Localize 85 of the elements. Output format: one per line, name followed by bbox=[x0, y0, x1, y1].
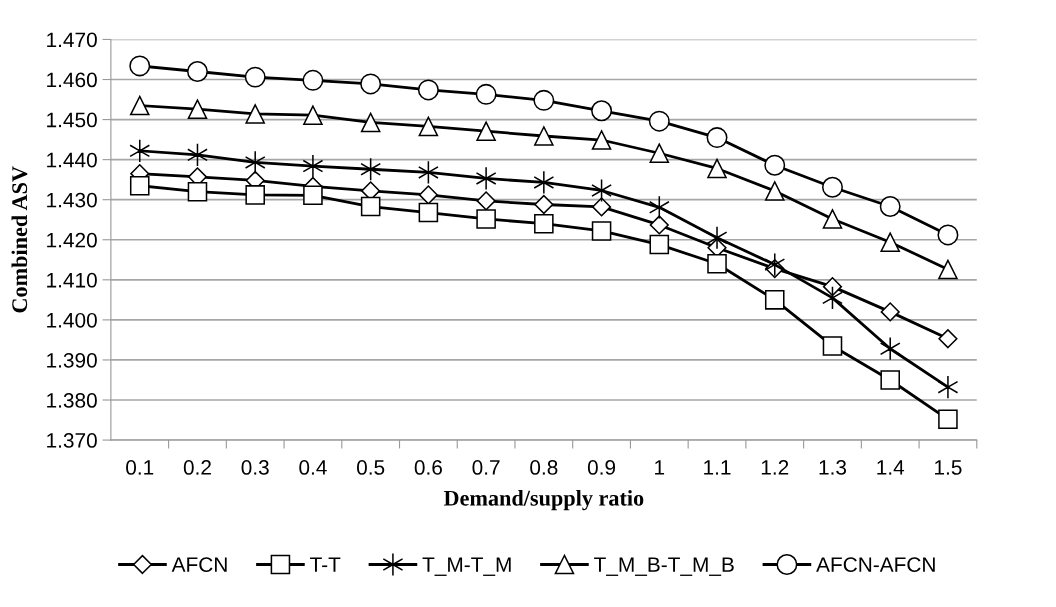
point bbox=[822, 336, 843, 356]
point bbox=[938, 409, 958, 430]
legend-label: AFCN-AFCN bbox=[816, 557, 935, 572]
point bbox=[302, 69, 324, 91]
point bbox=[764, 154, 786, 176]
point bbox=[187, 181, 208, 202]
point bbox=[937, 375, 959, 400]
point bbox=[764, 181, 785, 201]
legend-label: T_M_B-T_M_B bbox=[594, 557, 734, 576]
x-tick-label: 1.3 bbox=[819, 460, 847, 475]
point bbox=[129, 175, 150, 196]
y-tick-label: 1.370 bbox=[47, 433, 97, 448]
y-tick-label: 1.460 bbox=[47, 72, 97, 88]
point bbox=[764, 252, 786, 277]
x-tick-label: 0.2 bbox=[183, 460, 211, 475]
point bbox=[418, 116, 439, 137]
point bbox=[880, 370, 901, 390]
point bbox=[360, 112, 381, 133]
point bbox=[129, 95, 150, 116]
y-axis-title: Combined ASV bbox=[11, 166, 28, 313]
point bbox=[476, 209, 496, 229]
x-tick-label: 1.5 bbox=[935, 460, 962, 475]
point bbox=[591, 100, 613, 122]
point bbox=[534, 194, 554, 215]
point bbox=[418, 202, 439, 223]
point bbox=[475, 83, 497, 105]
point bbox=[360, 73, 382, 95]
point bbox=[245, 185, 265, 205]
point bbox=[475, 166, 497, 191]
x-tick-label: 1 bbox=[655, 460, 665, 475]
point bbox=[302, 154, 324, 178]
point bbox=[591, 197, 612, 217]
point bbox=[649, 143, 670, 164]
x-tick-label: 0.7 bbox=[472, 460, 500, 475]
y-tick-label: 1.440 bbox=[47, 152, 97, 168]
point bbox=[591, 221, 612, 241]
point bbox=[707, 254, 727, 274]
point bbox=[707, 158, 727, 179]
point bbox=[706, 127, 728, 149]
point bbox=[821, 176, 843, 198]
point bbox=[418, 185, 438, 205]
point bbox=[648, 110, 670, 132]
y-tick-label: 1.470 bbox=[47, 32, 97, 48]
legend-label: T_M-T_M bbox=[422, 557, 511, 576]
legend-label: AFCN bbox=[171, 557, 227, 572]
point bbox=[245, 104, 265, 124]
point bbox=[533, 89, 555, 111]
x-tick-label: 0.6 bbox=[414, 460, 442, 475]
x-tick-label: 0.3 bbox=[241, 460, 269, 475]
point bbox=[649, 234, 670, 255]
point bbox=[244, 66, 266, 88]
y-tick-label: 1.430 bbox=[47, 192, 97, 208]
point bbox=[303, 105, 323, 125]
y-tick-label: 1.390 bbox=[47, 352, 97, 368]
x-tick-label: 0.4 bbox=[299, 460, 327, 475]
x-axis-title: Demand/supply ratio bbox=[443, 490, 644, 511]
point bbox=[879, 336, 901, 361]
point bbox=[360, 196, 381, 217]
y-tick-label: 1.420 bbox=[47, 232, 97, 248]
point bbox=[303, 185, 323, 206]
point bbox=[186, 61, 208, 82]
point bbox=[129, 138, 151, 163]
point bbox=[879, 196, 901, 218]
point bbox=[533, 170, 555, 195]
point bbox=[764, 290, 785, 310]
point bbox=[129, 55, 151, 77]
y-tick-label: 1.380 bbox=[47, 393, 97, 408]
point bbox=[534, 213, 554, 234]
point bbox=[476, 191, 496, 211]
point bbox=[706, 225, 728, 250]
y-tick-label: 1.400 bbox=[47, 312, 97, 328]
x-tick-label: 0.5 bbox=[356, 460, 385, 475]
point bbox=[417, 79, 439, 101]
x-tick-label: 0.1 bbox=[126, 460, 154, 475]
x-tick-label: 1.4 bbox=[877, 460, 905, 475]
point bbox=[938, 259, 958, 280]
x-tick-label: 0.9 bbox=[587, 460, 616, 475]
y-tick-label: 1.410 bbox=[47, 272, 97, 288]
legend-label: T-T bbox=[310, 557, 341, 572]
point bbox=[937, 224, 959, 246]
x-tick-label: 1.1 bbox=[704, 460, 731, 475]
y-tick-label: 1.450 bbox=[47, 112, 97, 128]
x-tick-label: 0.8 bbox=[530, 460, 558, 475]
point bbox=[244, 150, 266, 175]
x-tick-label: 1.2 bbox=[761, 460, 789, 475]
